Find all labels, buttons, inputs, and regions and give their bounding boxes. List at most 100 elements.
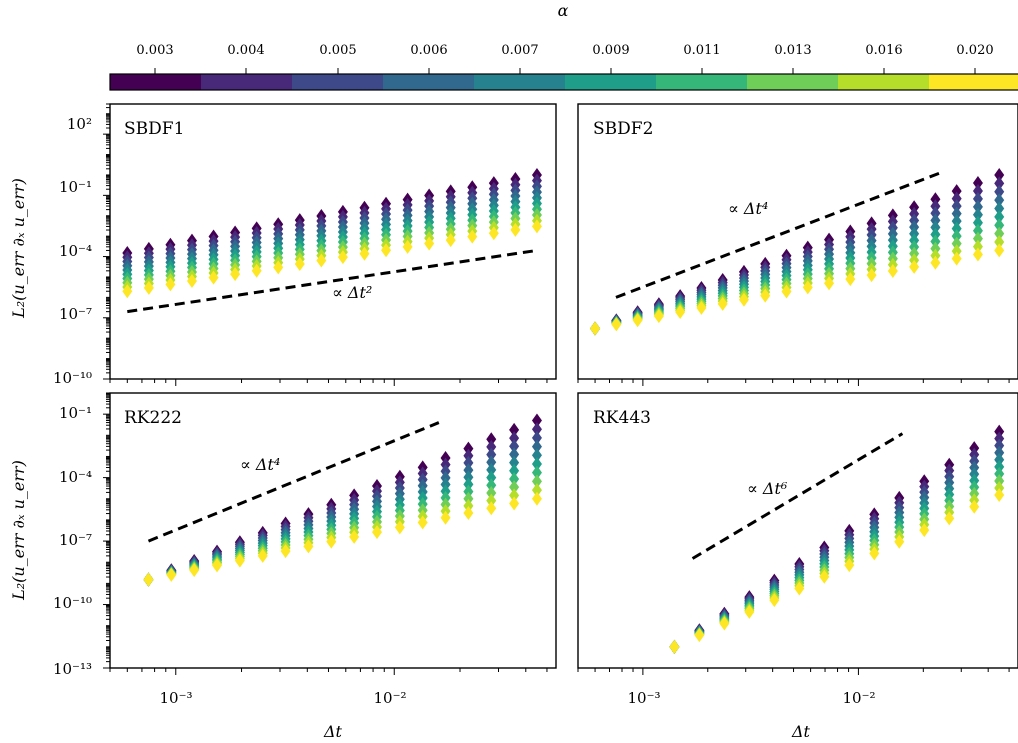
data-point — [781, 284, 792, 299]
data-point — [326, 534, 337, 549]
data-point — [994, 424, 1005, 439]
data-point — [337, 250, 348, 265]
data-point — [590, 321, 601, 336]
data-point — [531, 448, 542, 463]
data-point — [251, 263, 262, 278]
data-point — [930, 227, 941, 242]
data-point — [463, 470, 474, 485]
data-point — [463, 484, 474, 499]
data-point — [440, 510, 451, 525]
colorbar-tick-label: 0.009 — [592, 43, 629, 58]
data-point — [349, 529, 360, 544]
panel-sbdf1-plot-area — [103, 103, 557, 386]
data-point — [273, 260, 284, 275]
panel-rk443: RK443 ∝ Δt⁶ 10⁻³ 10⁻² Δt — [577, 392, 1018, 741]
data-point — [887, 263, 898, 278]
data-point — [424, 236, 435, 251]
colorbar-cell — [838, 74, 930, 90]
panel-frame — [577, 392, 1018, 669]
data-point — [972, 239, 983, 254]
data-point — [463, 441, 474, 456]
y-tick-label: 10⁻⁴ — [59, 468, 92, 486]
data-point — [869, 546, 880, 561]
data-point — [994, 466, 1005, 481]
data-point — [463, 463, 474, 478]
y-tick-label: 10² — [67, 115, 92, 133]
panel-sbdf1-title: SBDF1 — [124, 119, 184, 139]
colorbar-cell — [110, 74, 202, 90]
y-axis-label-bottom: L₂(u_err ∂ₓ u_err) — [9, 460, 28, 601]
data-point — [208, 270, 219, 285]
data-point — [417, 515, 428, 530]
data-point — [845, 272, 856, 287]
data-point — [994, 209, 1005, 224]
data-point — [696, 300, 707, 315]
y-tick-label: 10⁻¹⁰ — [53, 594, 92, 612]
panel-sbdf1-slope-label: ∝ Δt² — [332, 283, 372, 302]
data-point — [467, 229, 478, 244]
data-point — [944, 511, 955, 526]
data-point — [165, 277, 176, 292]
panel-rk443-plot-area — [577, 392, 1018, 675]
data-point — [930, 213, 941, 228]
data-point — [509, 480, 520, 495]
panel-sbdf2: SBDF2 ∝ Δt⁴ — [577, 103, 1018, 386]
colorbar: α 0.003 0.004 0.005 0.006 0.007 0.009 0.… — [109, 1, 1018, 91]
data-point — [951, 251, 962, 266]
data-point — [675, 305, 686, 320]
data-point — [509, 431, 520, 446]
data-point — [994, 235, 1005, 250]
y-axis-label-top: L₂(u_err ∂ₓ u_err) — [9, 178, 28, 319]
y-tick-label: 10⁻⁷ — [59, 531, 92, 549]
data-point — [994, 445, 1005, 460]
y-tick-label: 10⁻⁴ — [59, 242, 92, 260]
panel-rk443-title: RK443 — [593, 408, 651, 428]
colorbar-cell — [201, 74, 293, 90]
data-point — [531, 474, 542, 489]
data-point — [972, 207, 983, 222]
data-point — [794, 581, 805, 596]
data-point — [531, 430, 542, 445]
panel-frame — [109, 103, 557, 380]
data-point — [951, 244, 962, 259]
data-point — [394, 520, 405, 535]
panel-sbdf1-y-tick-labels: 10⁻¹⁰ 10⁻⁷ 10⁻⁴ 10⁻¹ 10² — [53, 115, 92, 387]
data-point — [509, 488, 520, 503]
data-point — [994, 193, 1005, 208]
colorbar-tick-label: 0.011 — [683, 43, 720, 58]
data-point — [930, 234, 941, 249]
y-tick-label: 10⁻¹⁰ — [53, 369, 92, 387]
data-point — [294, 256, 305, 271]
data-point — [951, 229, 962, 244]
colorbar-label: α — [558, 1, 569, 20]
data-point — [486, 439, 497, 454]
data-point — [359, 246, 370, 261]
data-point — [486, 501, 497, 516]
reference-slope-line — [147, 421, 440, 543]
data-point — [509, 439, 520, 454]
panel-rk222-slope-label: ∝ Δt⁴ — [240, 455, 280, 474]
data-point — [844, 558, 855, 573]
data-point — [972, 215, 983, 230]
reference-slope-line — [615, 169, 945, 299]
colorbar-tick-label: 0.013 — [774, 43, 811, 58]
data-point — [509, 455, 520, 470]
data-point — [531, 413, 542, 428]
data-point — [531, 439, 542, 454]
colorbar-cell — [929, 74, 1018, 90]
x-tick-label: 10⁻² — [373, 689, 406, 707]
data-point — [143, 280, 154, 295]
data-point — [994, 243, 1005, 258]
data-point — [257, 548, 268, 563]
data-point — [486, 470, 497, 485]
panel-rk443-slope-label: ∝ Δt⁶ — [747, 479, 788, 498]
data-point — [230, 267, 241, 282]
data-point — [819, 569, 830, 584]
data-point — [866, 268, 877, 283]
colorbar-ticks: 0.003 0.004 0.005 0.006 0.007 0.009 0.01… — [136, 43, 993, 58]
data-point — [632, 313, 643, 328]
data-point — [531, 422, 542, 437]
data-point — [166, 567, 177, 582]
data-point — [653, 309, 664, 324]
